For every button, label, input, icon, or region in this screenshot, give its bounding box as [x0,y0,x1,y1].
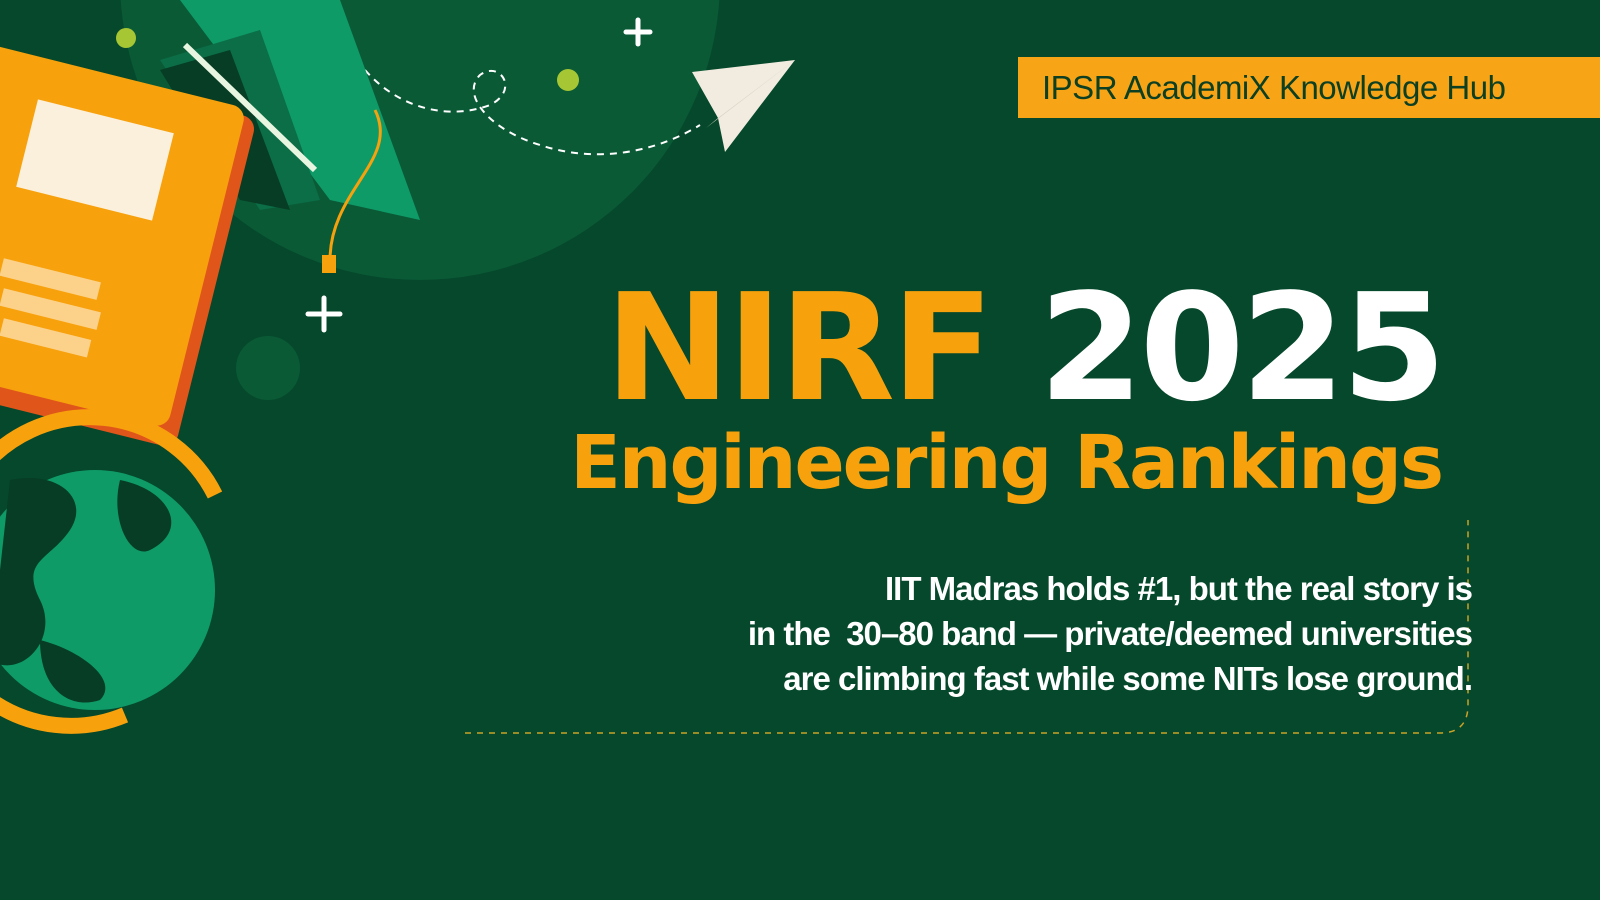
brand-badge: IPSR AcademiX Knowledge Hub [1018,57,1600,118]
page-title: NIRF 2025 [604,268,1446,428]
summary-line: are climbing fast while some NITs lose g… [783,660,1473,697]
plus-icon [305,17,653,333]
small-circle [236,336,300,400]
paper-plane-icon [692,60,795,152]
summary-line: in the 30–80 band — private/deemed unive… [747,615,1473,652]
title-year: 2025 [1038,262,1446,434]
dot [116,28,136,48]
dashed-frame [465,520,1469,734]
page-subtitle: Engineering Rankings [570,420,1444,506]
dot [557,69,579,91]
title-nirf: NIRF [604,262,994,434]
globe-icon [0,409,223,734]
summary-line: IIT Madras holds #1, but the real story … [885,570,1473,607]
flight-path [364,69,701,156]
book-icon [0,46,254,446]
summary-text: IIT Madras holds #1, but the real story … [472,566,1473,701]
